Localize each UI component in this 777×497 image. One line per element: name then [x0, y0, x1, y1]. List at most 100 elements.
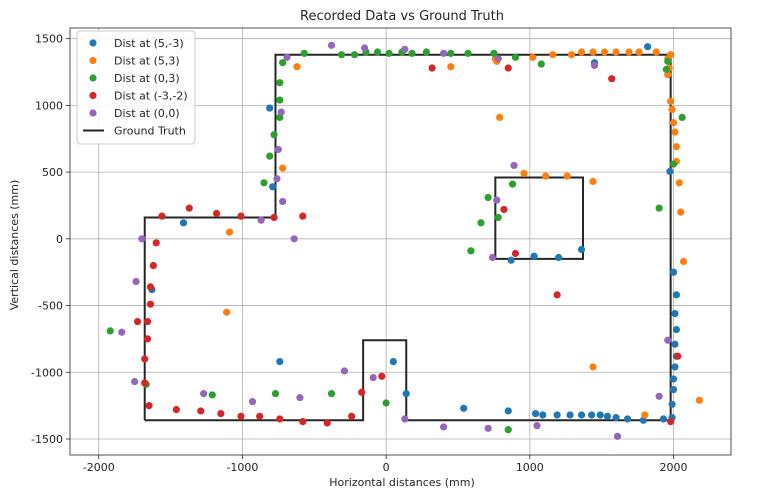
data-point-series-1 — [589, 177, 597, 186]
data-point-series-4 — [590, 61, 599, 69]
y-tick-label: 1500 — [35, 33, 63, 46]
data-point-series-2 — [662, 65, 670, 73]
data-point-series-1 — [672, 143, 680, 151]
data-point-series-0 — [530, 252, 538, 260]
data-point-series-3 — [667, 418, 675, 426]
data-point-series-4 — [360, 44, 369, 52]
data-point-series-3 — [158, 212, 166, 220]
legend-label: Ground Truth — [114, 125, 186, 138]
data-point-series-2 — [467, 247, 475, 255]
data-point-series-0 — [672, 291, 680, 299]
data-point-series-3 — [256, 412, 264, 420]
data-point-series-3 — [500, 205, 508, 214]
data-point-series-4 — [401, 45, 409, 53]
data-point-series-0 — [566, 411, 574, 419]
data-point-series-4 — [138, 235, 146, 243]
data-point-series-2 — [208, 391, 216, 399]
data-point-series-1 — [625, 48, 633, 56]
y-tick-label: -500 — [38, 300, 63, 313]
data-point-series-2 — [327, 390, 336, 398]
data-point-series-4 — [510, 161, 518, 170]
data-point-series-3 — [143, 335, 152, 343]
data-point-series-3 — [674, 352, 682, 360]
legend-label: Dist at (5,3) — [114, 55, 180, 68]
data-point-series-2 — [655, 204, 663, 212]
data-point-series-1 — [567, 51, 576, 59]
data-point-series-1 — [677, 208, 685, 216]
data-point-series-2 — [106, 327, 114, 335]
plot-frame — [69, 27, 732, 456]
data-point-series-3 — [276, 415, 284, 423]
legend-marker — [89, 56, 97, 65]
data-point-series-1 — [671, 128, 679, 136]
data-point-series-2 — [477, 219, 485, 227]
data-point-series-4 — [440, 423, 448, 431]
data-point-series-2 — [484, 193, 492, 202]
ground-truth-line — [494, 176, 584, 260]
data-point-series-1 — [612, 48, 620, 56]
data-point-series-3 — [553, 291, 561, 299]
data-point-series-4 — [257, 216, 265, 224]
data-point-series-3 — [197, 407, 205, 415]
data-point-series-4 — [290, 235, 298, 243]
data-point-series-2 — [678, 113, 686, 122]
data-point-series-2 — [422, 48, 430, 56]
data-point-series-0 — [668, 400, 676, 408]
data-point-series-3 — [146, 300, 155, 308]
data-point-series-1 — [542, 172, 550, 180]
data-point-series-3 — [504, 64, 512, 72]
data-point-series-4 — [248, 398, 257, 406]
data-point-series-0 — [612, 414, 620, 422]
data-point-series-0 — [539, 411, 547, 419]
legend-box — [76, 30, 196, 145]
data-point-series-1 — [520, 169, 528, 178]
data-point-series-0 — [671, 309, 679, 318]
data-point-series-0 — [669, 386, 678, 394]
data-point-series-3 — [608, 75, 616, 83]
legend-label: Dist at (5,-3) — [114, 37, 184, 50]
data-point-series-2 — [447, 49, 455, 57]
x-tick-label: -1000 — [226, 461, 258, 474]
data-point-series-1 — [563, 172, 571, 180]
x-axis-title: Horizontal distances (mm) — [329, 476, 475, 489]
y-axis-title: Vertical distances (mm) — [8, 180, 21, 311]
data-point-series-1 — [635, 48, 643, 56]
data-point-series-0 — [266, 104, 274, 112]
y-tick-label: 500 — [42, 166, 63, 179]
x-tick-label: 0 — [383, 461, 390, 474]
data-point-series-3 — [428, 64, 436, 72]
data-point-series-0 — [577, 411, 586, 419]
data-point-series-2 — [350, 51, 359, 59]
legend-label: Dist at (0,3) — [114, 72, 180, 85]
data-point-series-0 — [553, 411, 561, 419]
data-point-series-3 — [217, 410, 225, 418]
data-point-series-1 — [667, 97, 675, 105]
data-point-series-1 — [529, 53, 537, 61]
legend-marker — [89, 109, 97, 117]
x-tick-label: 1000 — [516, 461, 544, 474]
data-point-series-1 — [669, 119, 678, 127]
data-point-series-4 — [118, 328, 126, 336]
data-point-series-2 — [337, 51, 346, 59]
data-point-series-2 — [382, 399, 390, 407]
y-tick-label: 0 — [56, 233, 63, 246]
data-point-series-3 — [141, 379, 149, 387]
data-point-series-0 — [402, 390, 410, 398]
data-point-series-3 — [145, 402, 153, 410]
data-point-series-2 — [664, 57, 672, 65]
data-point-series-4 — [484, 424, 492, 432]
data-point-series-4 — [613, 432, 622, 440]
data-point-series-3 — [378, 372, 386, 380]
data-point-series-2 — [300, 49, 308, 57]
data-point-series-3 — [237, 212, 245, 220]
data-point-series-4 — [664, 336, 672, 344]
data-point-series-2 — [270, 131, 278, 139]
data-point-series-3 — [149, 261, 157, 270]
data-point-series-4 — [279, 197, 287, 206]
data-point-series-1 — [293, 63, 301, 71]
data-point-series-3 — [172, 406, 180, 414]
data-point-series-3 — [146, 283, 155, 291]
data-point-series-3 — [143, 317, 152, 326]
data-point-series-4 — [296, 394, 304, 402]
legend-marker — [89, 74, 97, 82]
